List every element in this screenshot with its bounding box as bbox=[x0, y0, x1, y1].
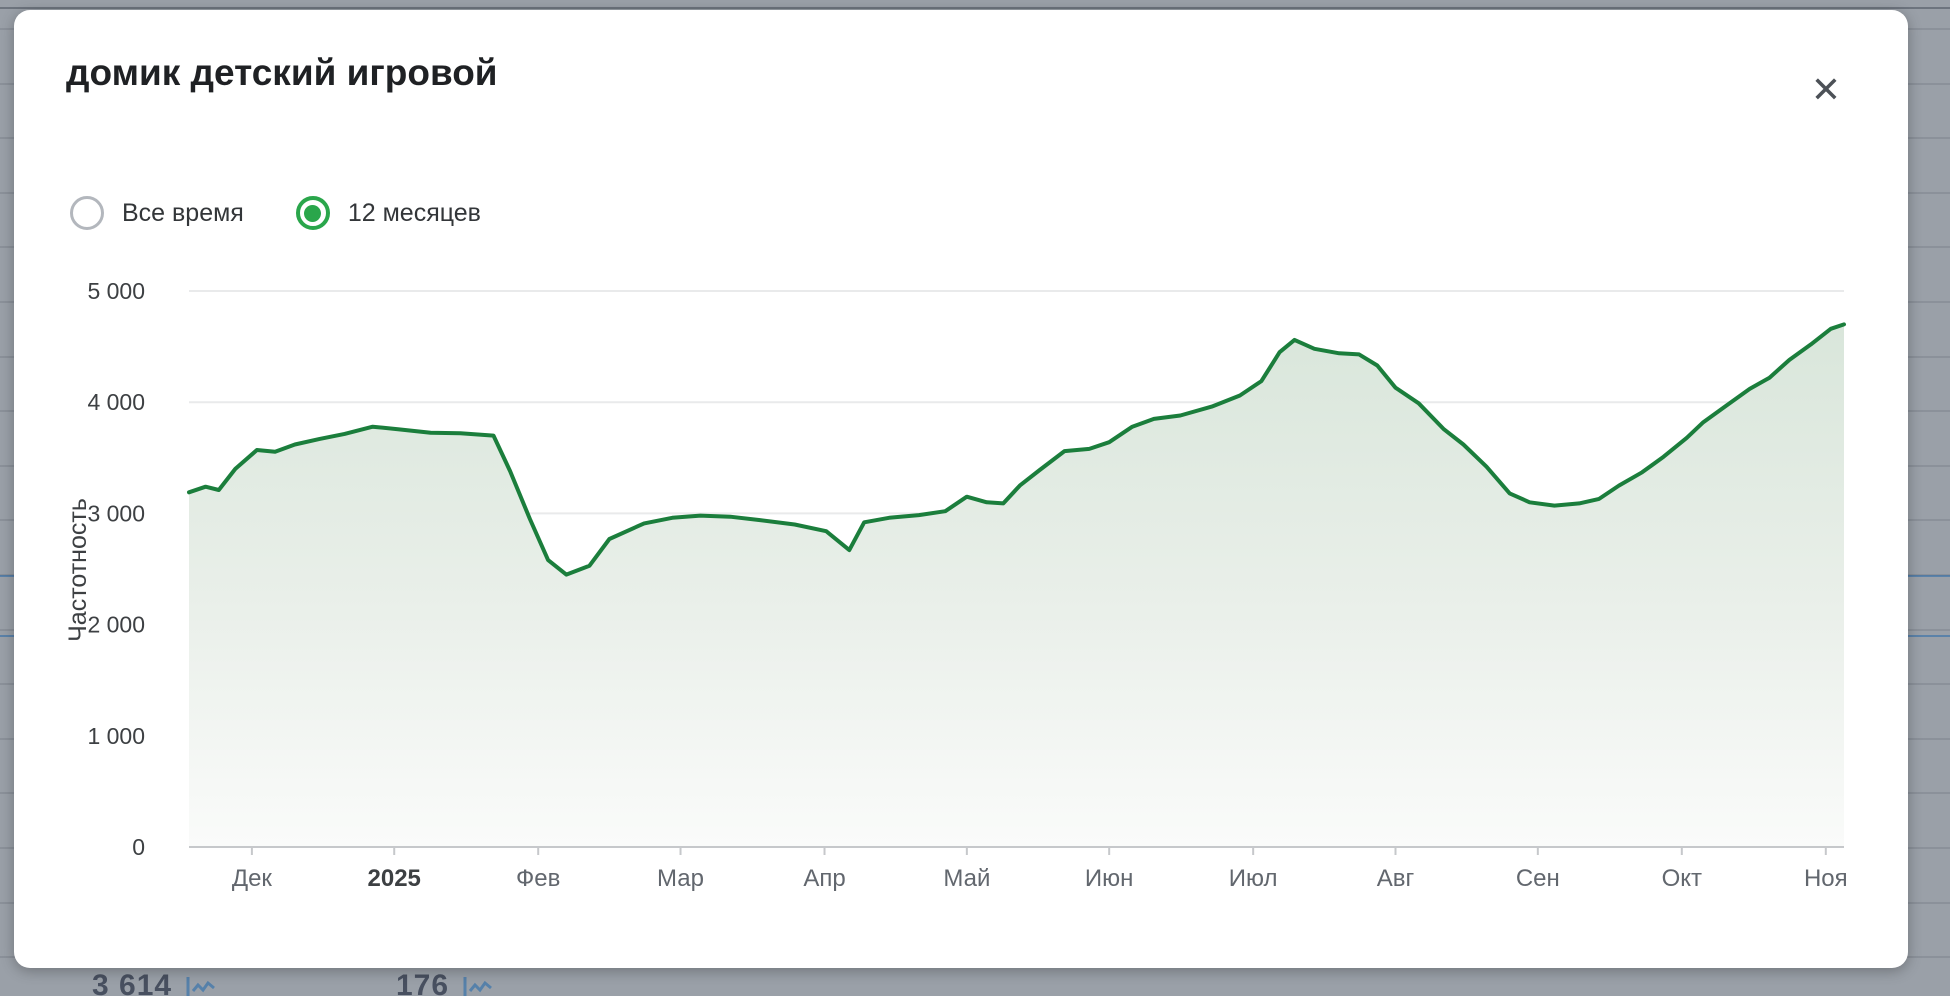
radio-label: 12 месяцев bbox=[347, 198, 481, 227]
frequency-area-chart: 0 1 000 2 000 3 000 4 000 5 000 Частотность Дек… bbox=[64, 278, 1848, 892]
radio-circle-unselected[interactable] bbox=[70, 196, 104, 230]
x-tick-label: Май bbox=[943, 865, 990, 892]
y-tick-label: 0 bbox=[132, 834, 145, 860]
x-tick-label: Июл bbox=[1229, 865, 1278, 892]
dimmed-background-bottom-strip: 3 614 176 bbox=[0, 965, 1950, 996]
modal-title: домик детский игровой bbox=[66, 52, 498, 93]
x-tick-label: Сен bbox=[1516, 865, 1560, 892]
x-tick-label: Авг bbox=[1377, 865, 1415, 892]
keyword-frequency-modal: домик детский игровой ✕ Все время 12 мес… bbox=[14, 10, 1908, 968]
background-frequency-cell: 3 614 bbox=[92, 969, 216, 996]
radio-option-12-months[interactable]: 12 месяцев bbox=[295, 196, 481, 230]
radio-option-all-time[interactable]: Все время bbox=[70, 196, 244, 230]
x-tick-label: Фев bbox=[516, 865, 560, 892]
sparkline-icon bbox=[463, 977, 493, 996]
x-tick-label: Дек bbox=[232, 865, 273, 892]
y-tick-label: 3 000 bbox=[87, 500, 145, 526]
radio-dot bbox=[304, 204, 322, 222]
radio-label: Все время bbox=[122, 198, 244, 227]
x-tick-label: Окт bbox=[1662, 865, 1702, 892]
x-tick-label: Апр bbox=[803, 865, 845, 892]
time-range-radio-group: Все время 12 месяцев bbox=[70, 196, 481, 230]
background-row-line bbox=[0, 7, 1950, 9]
background-frequency-value: 176 bbox=[396, 969, 450, 996]
x-tick-label: Июн bbox=[1085, 865, 1134, 892]
y-tick-label: 1 000 bbox=[87, 723, 145, 749]
y-tick-label: 4 000 bbox=[87, 389, 145, 415]
x-tick-label: 2025 bbox=[368, 865, 421, 892]
series-line bbox=[187, 322, 1846, 577]
close-icon[interactable]: ✕ bbox=[1802, 68, 1850, 112]
area-fill bbox=[189, 324, 1844, 847]
x-tick-label: Ноя bbox=[1804, 865, 1848, 892]
background-frequency-value: 3 614 bbox=[92, 969, 173, 996]
y-axis-title: Частотность bbox=[64, 498, 92, 642]
background-frequency-cell: 176 bbox=[396, 969, 493, 996]
y-tick-label: 5 000 bbox=[87, 278, 145, 304]
x-tick-label: Мар bbox=[657, 865, 704, 892]
y-tick-label: 2 000 bbox=[87, 612, 145, 638]
sparkline-icon bbox=[186, 977, 216, 996]
radio-circle-selected[interactable] bbox=[295, 196, 330, 230]
